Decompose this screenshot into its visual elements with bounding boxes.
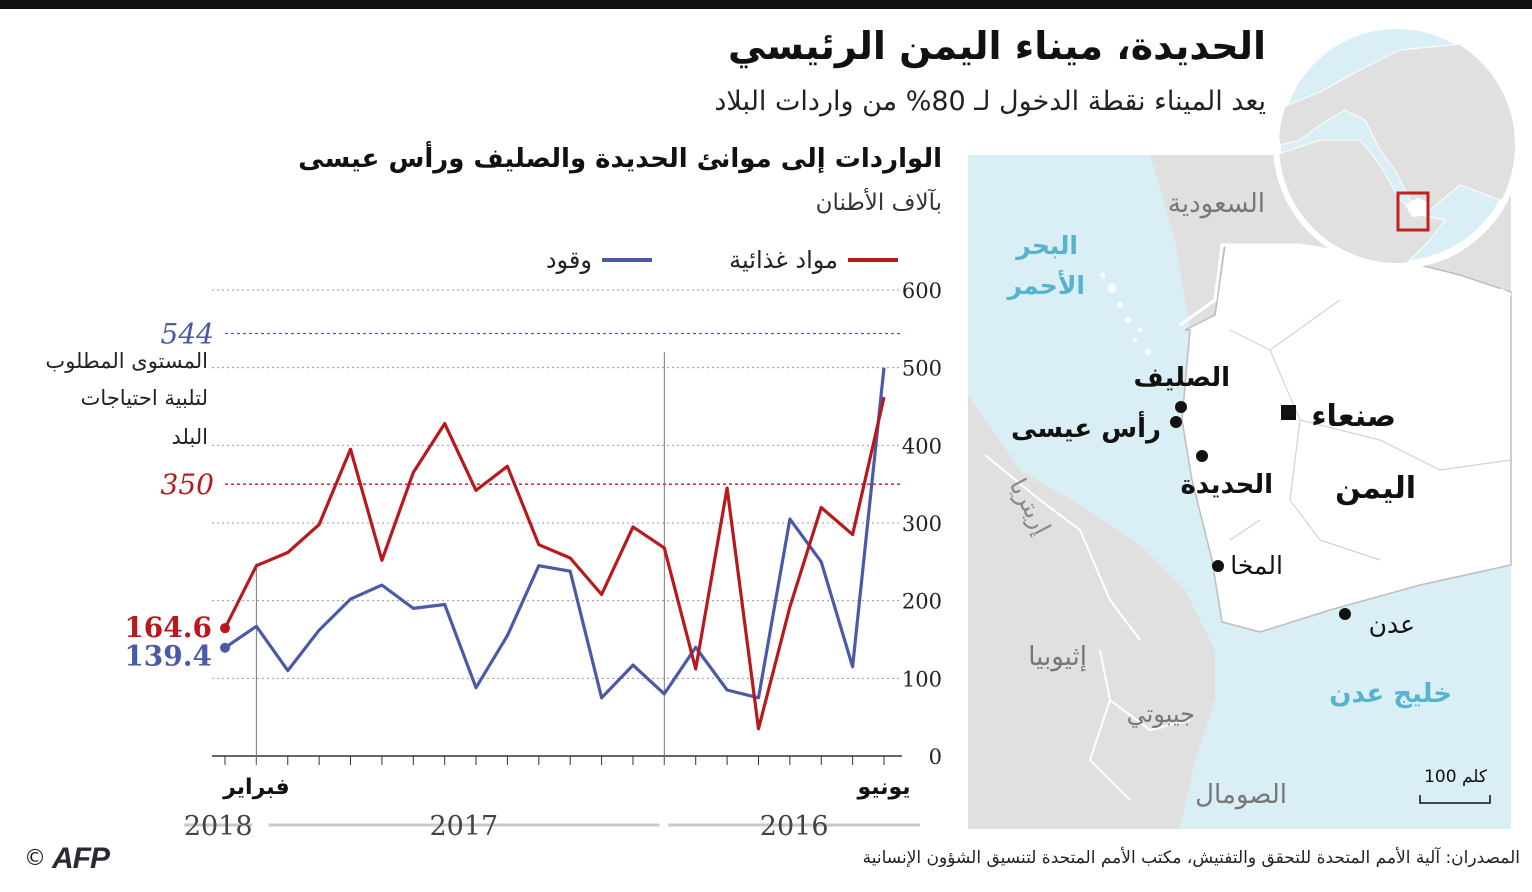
y-axis-ticks: 0 100 200 300 400 500 600 [902,279,942,769]
y-tick-label-200: 200 [902,590,942,614]
y-tick-label-0: 0 [929,745,942,769]
locator-globe [1273,21,1521,297]
label-red-sea-1: البحر [1014,231,1078,261]
copyright-symbol: © [24,846,46,871]
ras-isa-marker [1170,416,1182,428]
label-ethiopia: إثيوبيا [1028,642,1087,672]
y-tick-label-400: 400 [902,434,942,458]
label-aden: عدن [1369,610,1415,639]
label-gulf-aden: خليج عدن [1329,679,1452,709]
chart-grid [212,289,902,757]
x-axis: يونيو فبراير 2016 2017 2018 [184,352,920,842]
year-label-2018: 2018 [184,811,253,842]
label-somalia: الصومال [1195,780,1287,810]
series-line-food [223,396,886,731]
chart-title: الواردات إلى موانئ الحديدة والصليف ورأس … [298,144,942,174]
label-djibouti: جيبوتي [1127,700,1195,728]
page-subtitle: يعد الميناء نقطة الدخول لـ 80% من واردات… [714,86,1266,117]
map-scale-label: 100 كلم [1424,767,1488,787]
label-red-sea-2: الأحمر [1005,270,1085,301]
locator-box [1396,191,1430,232]
x-label-feb: فبراير [222,775,290,800]
legend: مواد غذائية وقود [546,246,898,274]
annotation-line-2: لتلبية احتياجات [81,386,208,410]
yemen-map: السعودية البحر الأحمر الصليف رأس عيسى صن… [968,155,1512,829]
chart-unit-label: بآلاف الأطنان [815,190,942,216]
series-endpoint-fuel [220,642,230,653]
y-tick-label-600: 600 [902,279,942,303]
year-label-2017: 2017 [429,811,498,842]
label-salif: الصليف [1134,363,1230,393]
source-note: المصدران: آلية الأمم المتحدة للتحقق والت… [862,848,1520,868]
series-endpoint-food [220,623,230,634]
end-label-food: 164.6 [124,611,212,644]
legend-food-label: مواد غذائية [729,246,838,274]
africa-borders [984,454,1191,801]
reference-label-544: 544 [161,317,214,350]
aden-marker [1339,608,1351,620]
reference-label-350: 350 [161,468,214,501]
label-saudi: السعودية [1168,189,1265,219]
label-hodeidah: الحديدة [1180,470,1273,500]
y-tick-label-100: 100 [902,667,942,691]
annotation-line-1: المستوى المطلوب [45,349,208,373]
label-ras-isa: رأس عيسى [1011,411,1161,444]
saudi-border [1179,243,1512,327]
page-title: الحديدة، ميناء اليمن الرئيسي [728,24,1266,68]
reference-lines: 544 350 [161,317,902,501]
label-yemen: اليمن [1335,471,1416,506]
label-mocha: المخا [1230,551,1283,580]
label-sanaa: صنعاء [1311,399,1396,434]
map-scale-bar [1419,795,1491,804]
end-label-fuel: 139.4 [124,640,212,673]
legend-fuel-label: وقود [546,246,592,274]
y-tick-label-300: 300 [902,512,942,536]
series-line-fuel [224,367,886,700]
year-label-2016: 2016 [760,811,829,842]
top-bar [0,0,1532,9]
afp-logo: AFP [52,842,110,875]
sea-area [968,155,1511,829]
required-level-annotation: المستوى المطلوب لتلبية احتياجات البلد [45,349,208,449]
hodeidah-marker [1196,450,1208,462]
y-tick-label-500: 500 [902,357,942,381]
mocha-marker [1212,560,1224,572]
governorate-borders [1229,299,1512,561]
sanaa-marker [1281,405,1296,420]
annotation-line-3: البلد [171,425,208,449]
red-sea-islands [1100,272,1163,381]
x-label-start: يونيو [856,775,910,800]
salif-marker [1175,401,1187,413]
